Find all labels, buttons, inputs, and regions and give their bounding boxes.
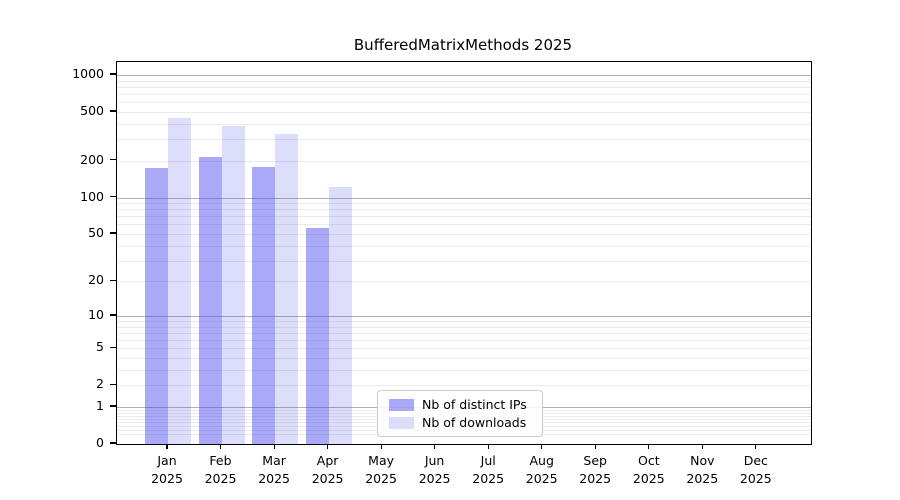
bar-downloads-mar	[275, 134, 299, 444]
gridline-minor	[117, 160, 811, 162]
x-tick-label: Jun 2025	[418, 453, 451, 486]
x-tick-mark	[594, 444, 596, 449]
gridline-minor	[117, 86, 811, 88]
bar-downloads-feb	[221, 125, 245, 444]
gridline-minor	[117, 80, 811, 82]
x-tick-mark	[434, 444, 436, 449]
gridline-minor	[117, 203, 811, 205]
gridline-minor	[117, 370, 811, 371]
gridline-minor	[117, 234, 811, 235]
x-tick-label: Nov 2025	[686, 453, 719, 486]
y-tick-label: 100	[80, 188, 104, 204]
legend-swatch-distinct-ips	[389, 398, 414, 411]
plot-area	[116, 61, 812, 445]
gridline-minor	[117, 224, 811, 226]
bar-downloads-jan	[168, 117, 191, 444]
x-tick-mark	[755, 444, 757, 449]
legend-label-downloads: Nb of downloads	[422, 414, 527, 430]
y-tick-mark	[110, 73, 116, 75]
y-tick-label: 200	[80, 151, 104, 167]
x-tick-label: Mar 2025	[258, 453, 290, 486]
x-tick-mark	[273, 444, 275, 449]
gridline-minor	[117, 123, 811, 125]
legend-item-distinct-ips: Nb of distinct IPs	[389, 396, 534, 412]
gridline-minor	[117, 245, 811, 247]
gridline-minor	[117, 102, 811, 104]
gridline-minor	[117, 348, 811, 350]
x-tick-mark	[648, 444, 650, 449]
bar-distinct-ips-feb	[198, 156, 222, 444]
x-tick-label: Jan 2025	[151, 453, 183, 486]
gridline-minor	[117, 216, 811, 218]
x-tick-label: May 2025	[365, 453, 397, 486]
y-tick-mark	[110, 405, 116, 407]
y-tick-label: 0	[96, 435, 104, 450]
y-tick-mark	[110, 232, 116, 234]
gridline-minor	[117, 358, 811, 359]
gridline-major	[117, 315, 811, 317]
y-tick-label: 50	[88, 225, 104, 240]
gridline-minor	[117, 209, 811, 211]
y-tick-mark	[110, 110, 116, 112]
x-tick-mark	[541, 444, 543, 449]
gridline-minor	[117, 326, 811, 328]
x-tick-mark	[166, 444, 168, 449]
x-tick-label: Jul 2025	[472, 453, 505, 486]
x-tick-label: Apr 2025	[311, 453, 344, 486]
y-tick-label: 5	[96, 339, 104, 355]
bar-distinct-ips-jan	[145, 167, 168, 444]
x-tick-label: Feb 2025	[204, 453, 237, 486]
y-tick-mark	[110, 279, 116, 282]
gridline-major	[117, 75, 811, 76]
gridline-minor	[117, 112, 811, 113]
x-tick-mark	[380, 444, 382, 449]
gridline-minor	[117, 321, 811, 322]
gridline-minor	[117, 94, 811, 95]
y-tick-label: 500	[80, 103, 104, 118]
y-tick-label: 2	[96, 376, 104, 392]
y-tick-mark	[110, 159, 116, 161]
gridline-minor	[117, 260, 811, 262]
chart-title: BufferedMatrixMethods 2025	[353, 36, 573, 54]
gridline-minor	[117, 385, 811, 387]
bar-distinct-ips-mar	[252, 166, 276, 444]
legend-swatch-downloads	[389, 416, 414, 429]
x-tick-label: Sep 2025	[579, 453, 612, 486]
x-tick-label: Aug 2025	[525, 453, 558, 486]
gridline-major	[117, 197, 811, 199]
gridline-minor	[117, 332, 811, 334]
x-tick-mark	[327, 444, 329, 449]
x-tick-label: Dec 2025	[739, 453, 772, 486]
bar-downloads-apr	[328, 187, 352, 444]
gridline-minor	[117, 139, 811, 141]
x-tick-mark	[487, 444, 489, 449]
bar-distinct-ips-apr	[305, 228, 329, 444]
legend-label-distinct-ips: Nb of distinct IPs	[422, 396, 527, 412]
legend-item-downloads: Nb of downloads	[389, 414, 534, 430]
x-tick-label: Oct 2025	[632, 453, 665, 486]
y-tick-label: 1000	[72, 66, 104, 81]
y-tick-mark	[110, 195, 116, 198]
legend: Nb of distinct IPs Nb of downloads	[377, 390, 543, 437]
y-tick-mark	[110, 442, 116, 444]
y-tick-mark	[110, 383, 116, 385]
y-tick-label: 1	[96, 398, 104, 413]
gridline-minor	[117, 281, 811, 283]
y-tick-label: 20	[88, 272, 104, 288]
x-tick-mark	[219, 444, 222, 449]
x-tick-mark	[701, 444, 703, 449]
y-tick-mark	[110, 346, 116, 348]
y-tick-mark	[110, 314, 116, 316]
gridline-minor	[117, 340, 811, 342]
y-tick-label: 10	[88, 306, 104, 322]
